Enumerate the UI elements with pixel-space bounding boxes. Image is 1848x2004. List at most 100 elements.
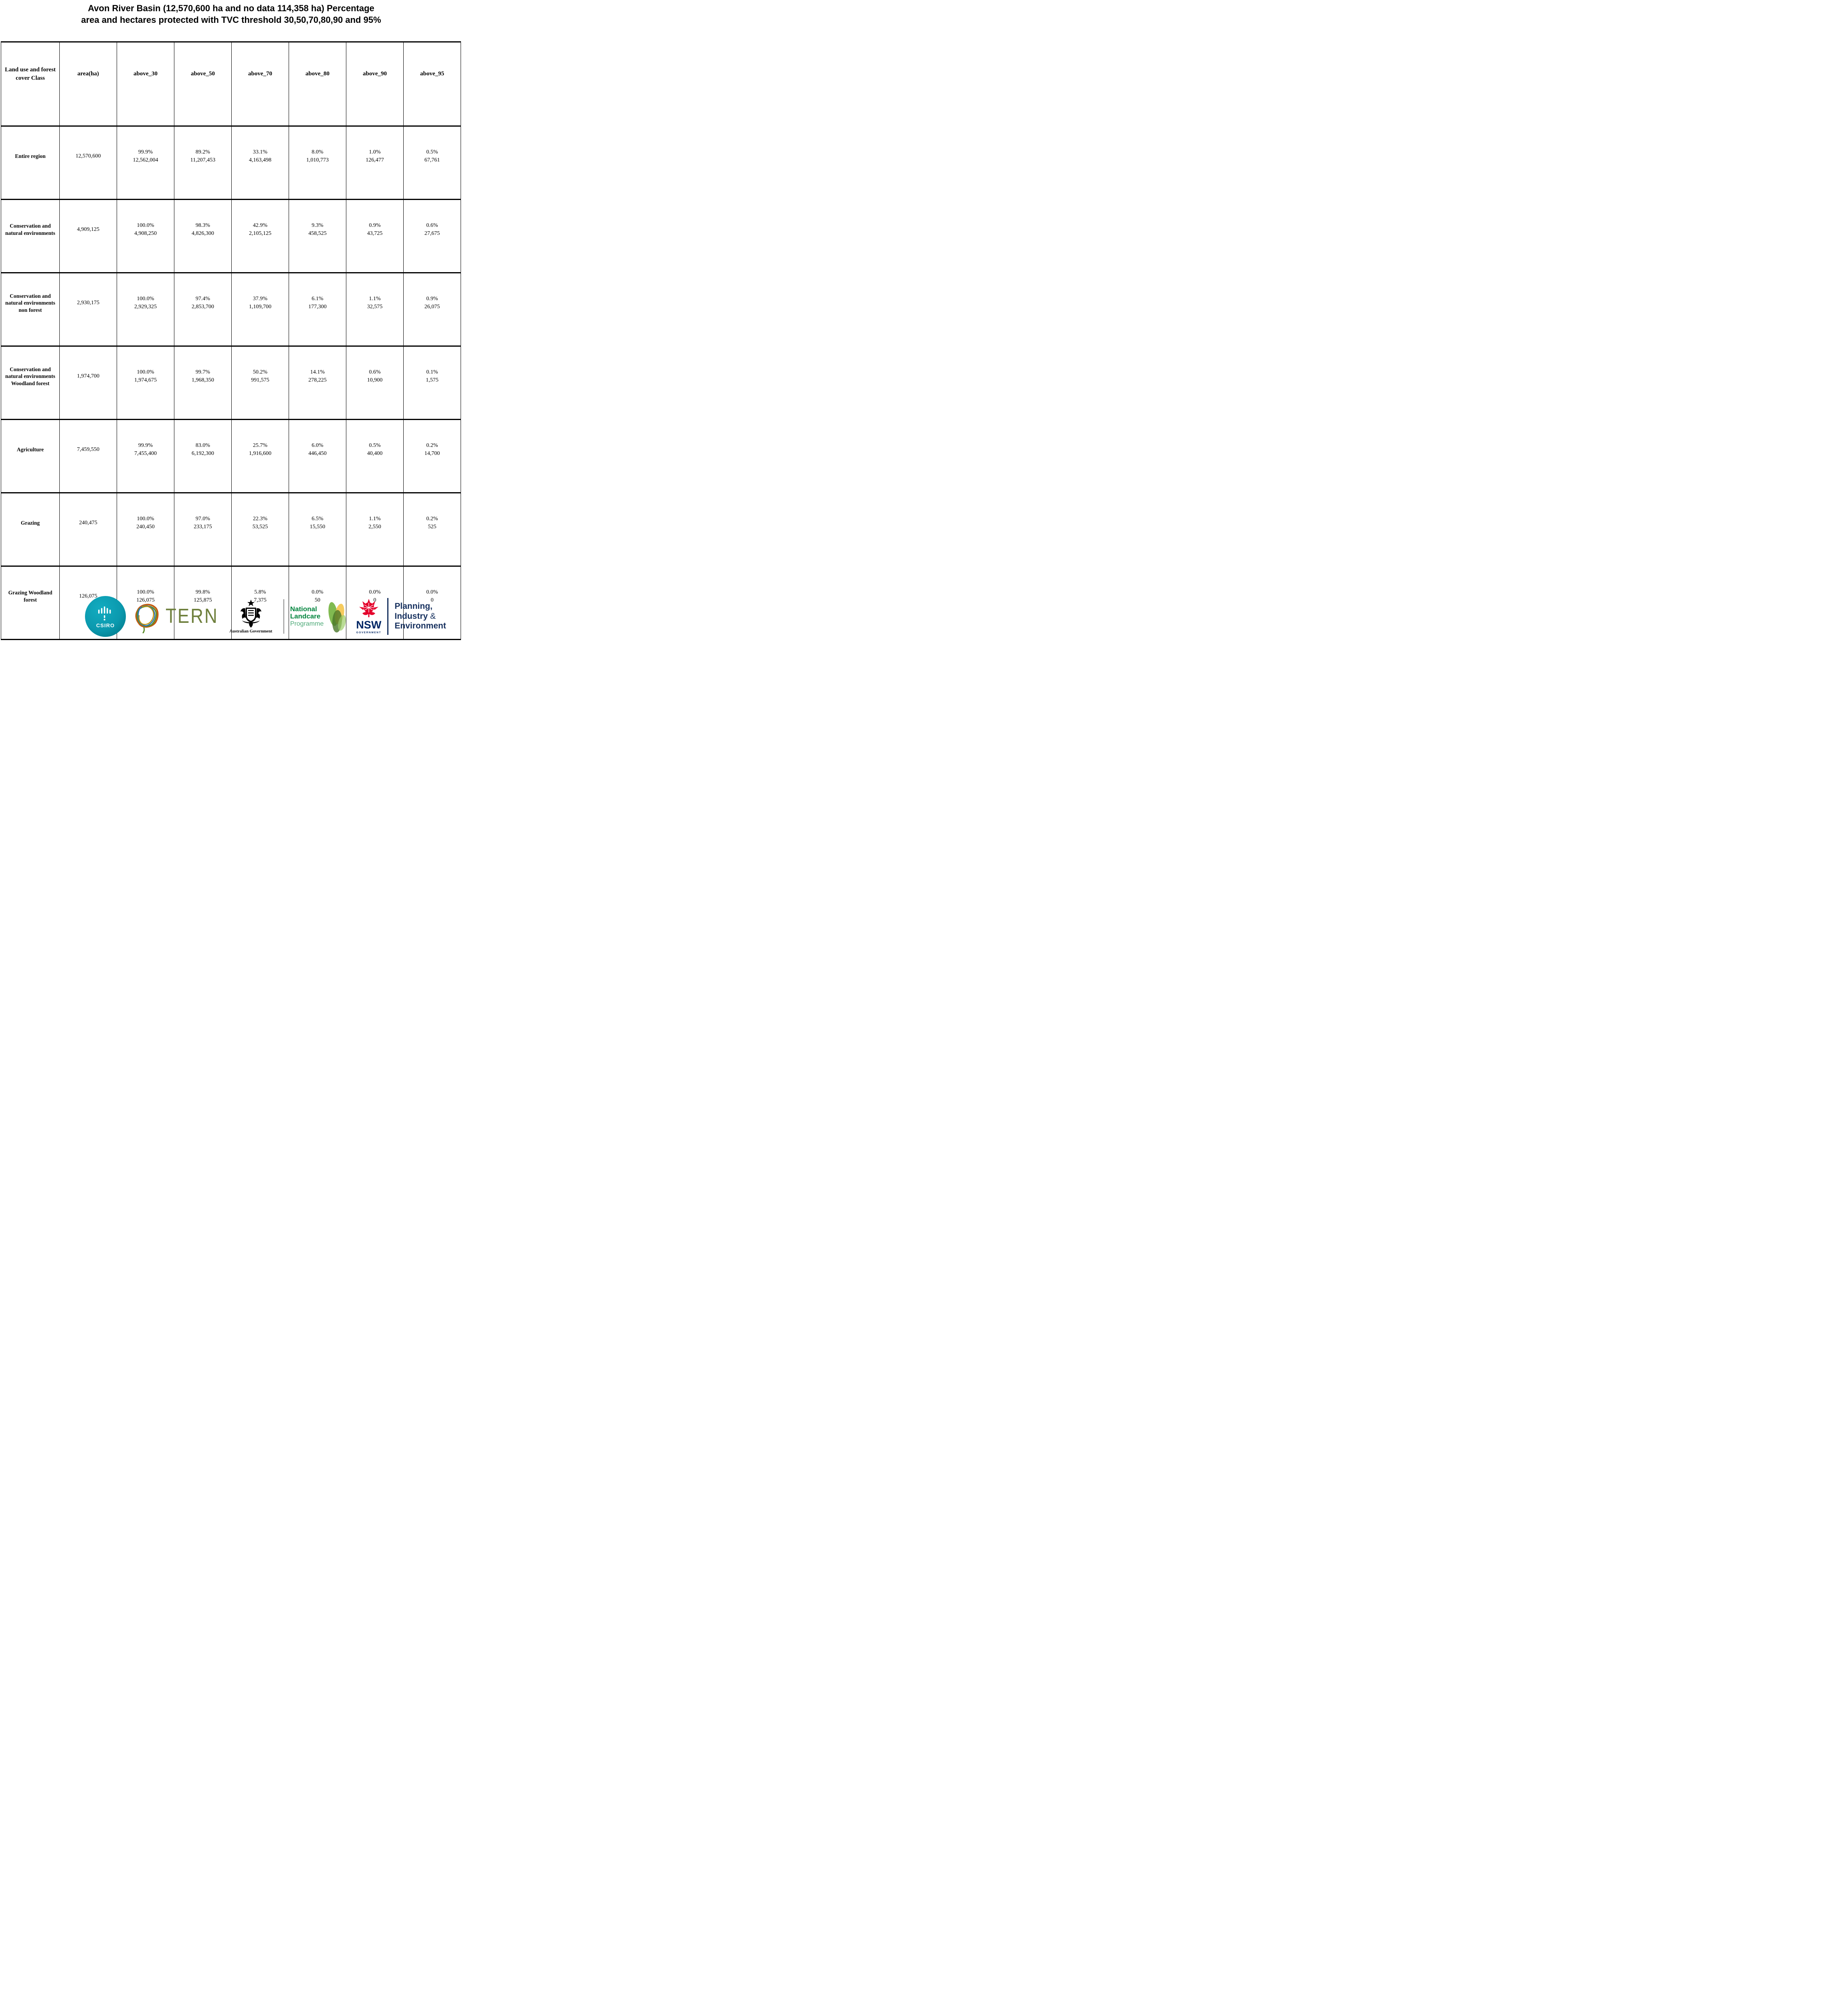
percent-value: 6.0% bbox=[311, 442, 324, 448]
hectares-value: 458,525 bbox=[308, 230, 327, 236]
percent-value: 0.2% bbox=[426, 515, 438, 522]
hectares-value: 4,826,300 bbox=[192, 230, 214, 236]
area-cell: 240,475 bbox=[59, 492, 117, 567]
hectares-value: 15,550 bbox=[309, 524, 326, 530]
area-cell: 2,930,175 bbox=[59, 272, 117, 347]
planning-ampersand: & bbox=[430, 611, 436, 621]
hectares-value: 0 bbox=[373, 597, 376, 603]
landcare-label-programme: Programme bbox=[290, 620, 324, 627]
percent-value: 0.9% bbox=[369, 222, 381, 228]
threshold-cell: 100.0% 2,929,325 bbox=[117, 272, 174, 347]
threshold-cell: 97.0% 233,175 bbox=[174, 492, 232, 567]
percent-value: 0.9% bbox=[426, 295, 438, 302]
nsw-government-label: GOVERNMENT bbox=[356, 631, 382, 634]
percent-value: 5.8% bbox=[254, 589, 266, 595]
table-header-row: Land use and forest cover Class area(ha)… bbox=[1, 41, 461, 127]
table-row: Conservation and natural environments 4,9… bbox=[1, 199, 461, 273]
percent-value: 0.6% bbox=[369, 369, 381, 375]
page-title-line2: area and hectares protected with TVC thr… bbox=[81, 15, 381, 25]
percent-value: 100.0% bbox=[137, 222, 154, 228]
planning-line1: Planning, bbox=[394, 601, 433, 611]
threshold-cell: 42.9% 2,105,125 bbox=[231, 199, 289, 273]
col-header-above50: above_50 bbox=[174, 41, 232, 127]
planning-divider bbox=[387, 598, 389, 635]
threshold-cell: 0.1% 1,575 bbox=[403, 345, 461, 420]
threshold-cell: 5.8% 7,375 bbox=[231, 566, 289, 640]
hectares-value: 4,908,250 bbox=[134, 230, 157, 236]
percent-value: 33.1% bbox=[253, 149, 268, 155]
hectares-value: 177,300 bbox=[308, 304, 327, 310]
table-row: Agriculture 7,459,550 99.9% 7,455,400 83.0% 6… bbox=[1, 419, 461, 493]
percent-value: 89.2% bbox=[195, 149, 210, 155]
percent-value: 0.5% bbox=[426, 149, 438, 155]
hectares-value: 1,575 bbox=[426, 377, 439, 383]
percent-value: 9.3% bbox=[311, 222, 324, 228]
threshold-cell: 100.0% 1,974,675 bbox=[117, 345, 174, 420]
row-label-cell: Conservation and natural environments no… bbox=[1, 272, 60, 347]
hectares-value: 53,525 bbox=[252, 524, 268, 530]
threshold-cell: 6.0% 446,450 bbox=[289, 419, 346, 493]
col-header-above30: above_30 bbox=[117, 41, 174, 127]
percent-value: 1.1% bbox=[369, 295, 381, 302]
row-label-cell: Grazing Woodland forest bbox=[1, 566, 60, 640]
landcare-label-landcare: Landcare bbox=[290, 612, 321, 620]
hectares-value: 2,105,125 bbox=[249, 230, 271, 236]
row-label-cell: Grazing bbox=[1, 492, 60, 567]
percent-value: 0.0% bbox=[311, 589, 324, 595]
hectares-value: 40,400 bbox=[367, 450, 383, 457]
percent-value: 0.6% bbox=[426, 222, 438, 228]
threshold-cell: 1.0% 126,477 bbox=[346, 125, 404, 200]
hectares-value: 126,075 bbox=[136, 597, 155, 603]
percent-value: 97.0% bbox=[195, 515, 210, 522]
threshold-cell: 0.2% 14,700 bbox=[403, 419, 461, 493]
row-label-cell: Entire region bbox=[1, 125, 60, 200]
hectares-value: 14,700 bbox=[424, 450, 440, 457]
nsw-government-logo: NSW GOVERNMENT bbox=[356, 599, 381, 634]
percent-value: 14.1% bbox=[310, 369, 325, 375]
page-title-line1: Avon River Basin (12,570,600 ha and no d… bbox=[88, 3, 374, 13]
threshold-cell: 98.3% 4,826,300 bbox=[174, 199, 232, 273]
hectares-value: 1,968,350 bbox=[192, 377, 214, 383]
threshold-cell: 25.7% 1,916,600 bbox=[231, 419, 289, 493]
col-header-above70: above_70 bbox=[231, 41, 289, 127]
threshold-cell: 89.2% 11,207,453 bbox=[174, 125, 232, 200]
col-header-above95: above_95 bbox=[403, 41, 461, 127]
threshold-cell: 99.8% 125,875 bbox=[174, 566, 232, 640]
threshold-cell: 100.0% 4,908,250 bbox=[117, 199, 174, 273]
hectares-value: 4,163,498 bbox=[249, 157, 271, 163]
percent-value: 99.7% bbox=[195, 369, 210, 375]
percent-value: 83.0% bbox=[195, 442, 210, 448]
col-header-above90: above_90 bbox=[346, 41, 404, 127]
percent-value: 6.1% bbox=[311, 295, 324, 302]
tern-label: TERN bbox=[166, 605, 218, 628]
hectares-value: 12,562,004 bbox=[133, 157, 158, 163]
hectares-value: 32,575 bbox=[367, 304, 383, 310]
threshold-cell: 6.5% 15,550 bbox=[289, 492, 346, 567]
threshold-cell: 37.9% 1,109,700 bbox=[231, 272, 289, 347]
percent-value: 99.9% bbox=[138, 149, 153, 155]
col-header-area: area(ha) bbox=[59, 41, 117, 127]
percent-value: 0.0% bbox=[426, 589, 438, 595]
hectares-value: 1,109,700 bbox=[249, 304, 271, 310]
hectares-value: 2,853,700 bbox=[192, 304, 214, 310]
landcare-label-national: National bbox=[290, 605, 317, 613]
threshold-cell: 99.9% 12,562,004 bbox=[117, 125, 174, 200]
threshold-cell: 0.6% 10,900 bbox=[346, 345, 404, 420]
hectares-value: 525 bbox=[428, 524, 437, 530]
area-cell: 7,459,550 bbox=[59, 419, 117, 493]
threshold-cell: 0.2% 525 bbox=[403, 492, 461, 567]
hectares-value: 6,192,300 bbox=[192, 450, 214, 457]
percent-value: 22.3% bbox=[253, 515, 268, 522]
tern-australia-icon bbox=[135, 604, 159, 633]
percent-value: 8.0% bbox=[311, 149, 324, 155]
threshold-cell: 0.9% 43,725 bbox=[346, 199, 404, 273]
threshold-cell: 0.6% 27,675 bbox=[403, 199, 461, 273]
percent-value: 100.0% bbox=[137, 589, 154, 595]
australian-government-label: Australian Government bbox=[229, 629, 273, 634]
threshold-cell: 1.1% 32,575 bbox=[346, 272, 404, 347]
table-row: Grazing 240,475 100.0% 240,450 97.0% 233,175 2… bbox=[1, 492, 461, 567]
area-cell: 4,909,125 bbox=[59, 199, 117, 273]
planning-line2: Industry & bbox=[394, 612, 446, 622]
table-row: Conservation and natural environments Wo… bbox=[1, 345, 461, 420]
row-label-cell: Agriculture bbox=[1, 419, 60, 493]
